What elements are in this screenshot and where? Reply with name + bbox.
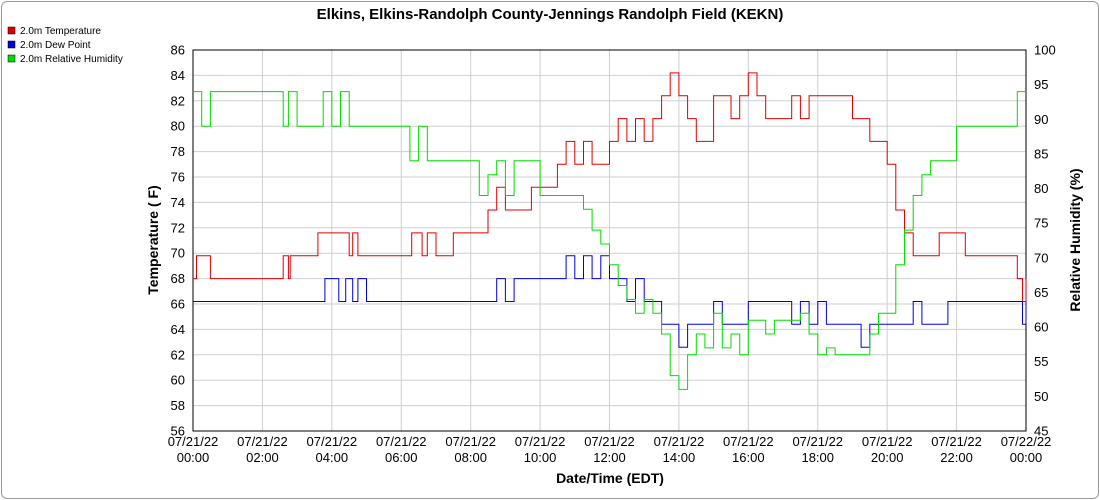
gridlines (193, 50, 1026, 431)
x-tick-time: 06:00 (385, 450, 418, 465)
x-tick-time: 02:00 (246, 450, 279, 465)
x-tick-time: 16:00 (732, 450, 765, 465)
y2-tick-label: 45 (1034, 424, 1048, 439)
y-tick-label: 78 (171, 144, 185, 159)
y2-tick-label: 75 (1034, 216, 1048, 231)
y-tick-label: 62 (171, 347, 185, 362)
x-tick-time: 12:00 (593, 450, 626, 465)
x-tick-time: 00:00 (177, 450, 210, 465)
series-line-2-0m-dew-point (193, 255, 1027, 348)
x-tick-time: 00:00 (1010, 450, 1043, 465)
x-tick-date: 07/21/22 (931, 434, 982, 449)
x-tick-time: 08:00 (454, 450, 487, 465)
y-tick-label: 72 (171, 220, 185, 235)
y2-tick-label: 95 (1034, 77, 1048, 92)
legend-label: 2.0m Temperature (20, 26, 101, 37)
x-tick-time: 18:00 (801, 450, 834, 465)
x-tick-date: 07/21/22 (376, 434, 427, 449)
y2-tick-label: 50 (1034, 389, 1048, 404)
series-line-2-0m-relative-humidity (193, 91, 1026, 390)
y-tick-label: 60 (171, 373, 185, 388)
y-tick-label: 58 (171, 398, 185, 413)
y-axis-label: Temperature ( F) (145, 185, 161, 294)
y2-tick-label: 90 (1034, 112, 1048, 127)
x-tick-time: 04:00 (316, 450, 349, 465)
legend-label: 2.0m Dew Point (20, 40, 91, 51)
chart-title: Elkins, Elkins-Randolph County-Jennings … (317, 6, 784, 23)
y2-tick-label: 85 (1034, 146, 1048, 161)
y-tick-label: 66 (171, 297, 185, 312)
y-tick-label: 82 (171, 93, 185, 108)
y2-tick-label: 70 (1034, 250, 1048, 265)
legend-swatch (7, 54, 16, 63)
x-tick-time: 10:00 (524, 450, 557, 465)
y-tick-label: 64 (171, 322, 185, 337)
x-tick-date: 07/21/22 (792, 434, 843, 449)
x-tick-date: 07/21/22 (584, 434, 635, 449)
y2-tick-label: 55 (1034, 354, 1048, 369)
plot-area (192, 49, 1027, 432)
series-line-2-0m-temperature (193, 72, 1027, 302)
y-tick-label: 70 (171, 246, 185, 261)
x-tick-date: 07/21/22 (862, 434, 913, 449)
y2-tick-label: 80 (1034, 181, 1048, 196)
y-tick-label: 74 (171, 195, 185, 210)
y-tick-label: 56 (171, 424, 185, 439)
y-tick-label: 80 (171, 119, 185, 134)
legend-swatch (7, 26, 16, 35)
x-tick-time: 20:00 (871, 450, 904, 465)
y-tick-label: 86 (171, 43, 185, 58)
x-tick-date: 07/21/22 (445, 434, 496, 449)
x-tick-date: 07/22/22 (1001, 434, 1052, 449)
x-axis-ticks: 07/21/2200:0007/21/2202:0007/21/2204:000… (168, 434, 1052, 465)
x-tick-date: 07/21/22 (515, 434, 566, 449)
x-tick-date: 07/21/22 (654, 434, 705, 449)
x-tick-date: 07/21/22 (168, 434, 219, 449)
x-tick-date: 07/21/22 (723, 434, 774, 449)
right-axis-ticks: 45 50 55 60 65 70 75 80 85 90 95 100 (1034, 43, 1056, 439)
x-tick-date: 07/21/22 (237, 434, 288, 449)
y-tick-label: 84 (171, 68, 185, 83)
y2-tick-label: 100 (1034, 43, 1056, 58)
y2-axis-label: Relative Humidity (%) (1067, 168, 1083, 311)
legend-label: 2.0m Relative Humidity (20, 54, 123, 65)
x-tick-date: 07/21/22 (307, 434, 358, 449)
x-tick-time: 14:00 (663, 450, 696, 465)
legend-swatch (7, 40, 16, 49)
legend: 2.0m Temperature 2.0m Dew Point 2.0m Relat… (7, 26, 123, 65)
series-lines (193, 72, 1027, 390)
y-tick-label: 68 (171, 271, 185, 286)
left-axis-ticks: 56 58 60 62 64 66 68 70 72 74 76 78 80 82 84 86 (171, 43, 185, 439)
x-tick-time: 22:00 (940, 450, 973, 465)
y2-tick-label: 65 (1034, 285, 1048, 300)
y2-tick-label: 60 (1034, 320, 1048, 335)
y-tick-label: 76 (171, 170, 185, 185)
x-axis-label: Date/Time (EDT) (556, 470, 664, 486)
